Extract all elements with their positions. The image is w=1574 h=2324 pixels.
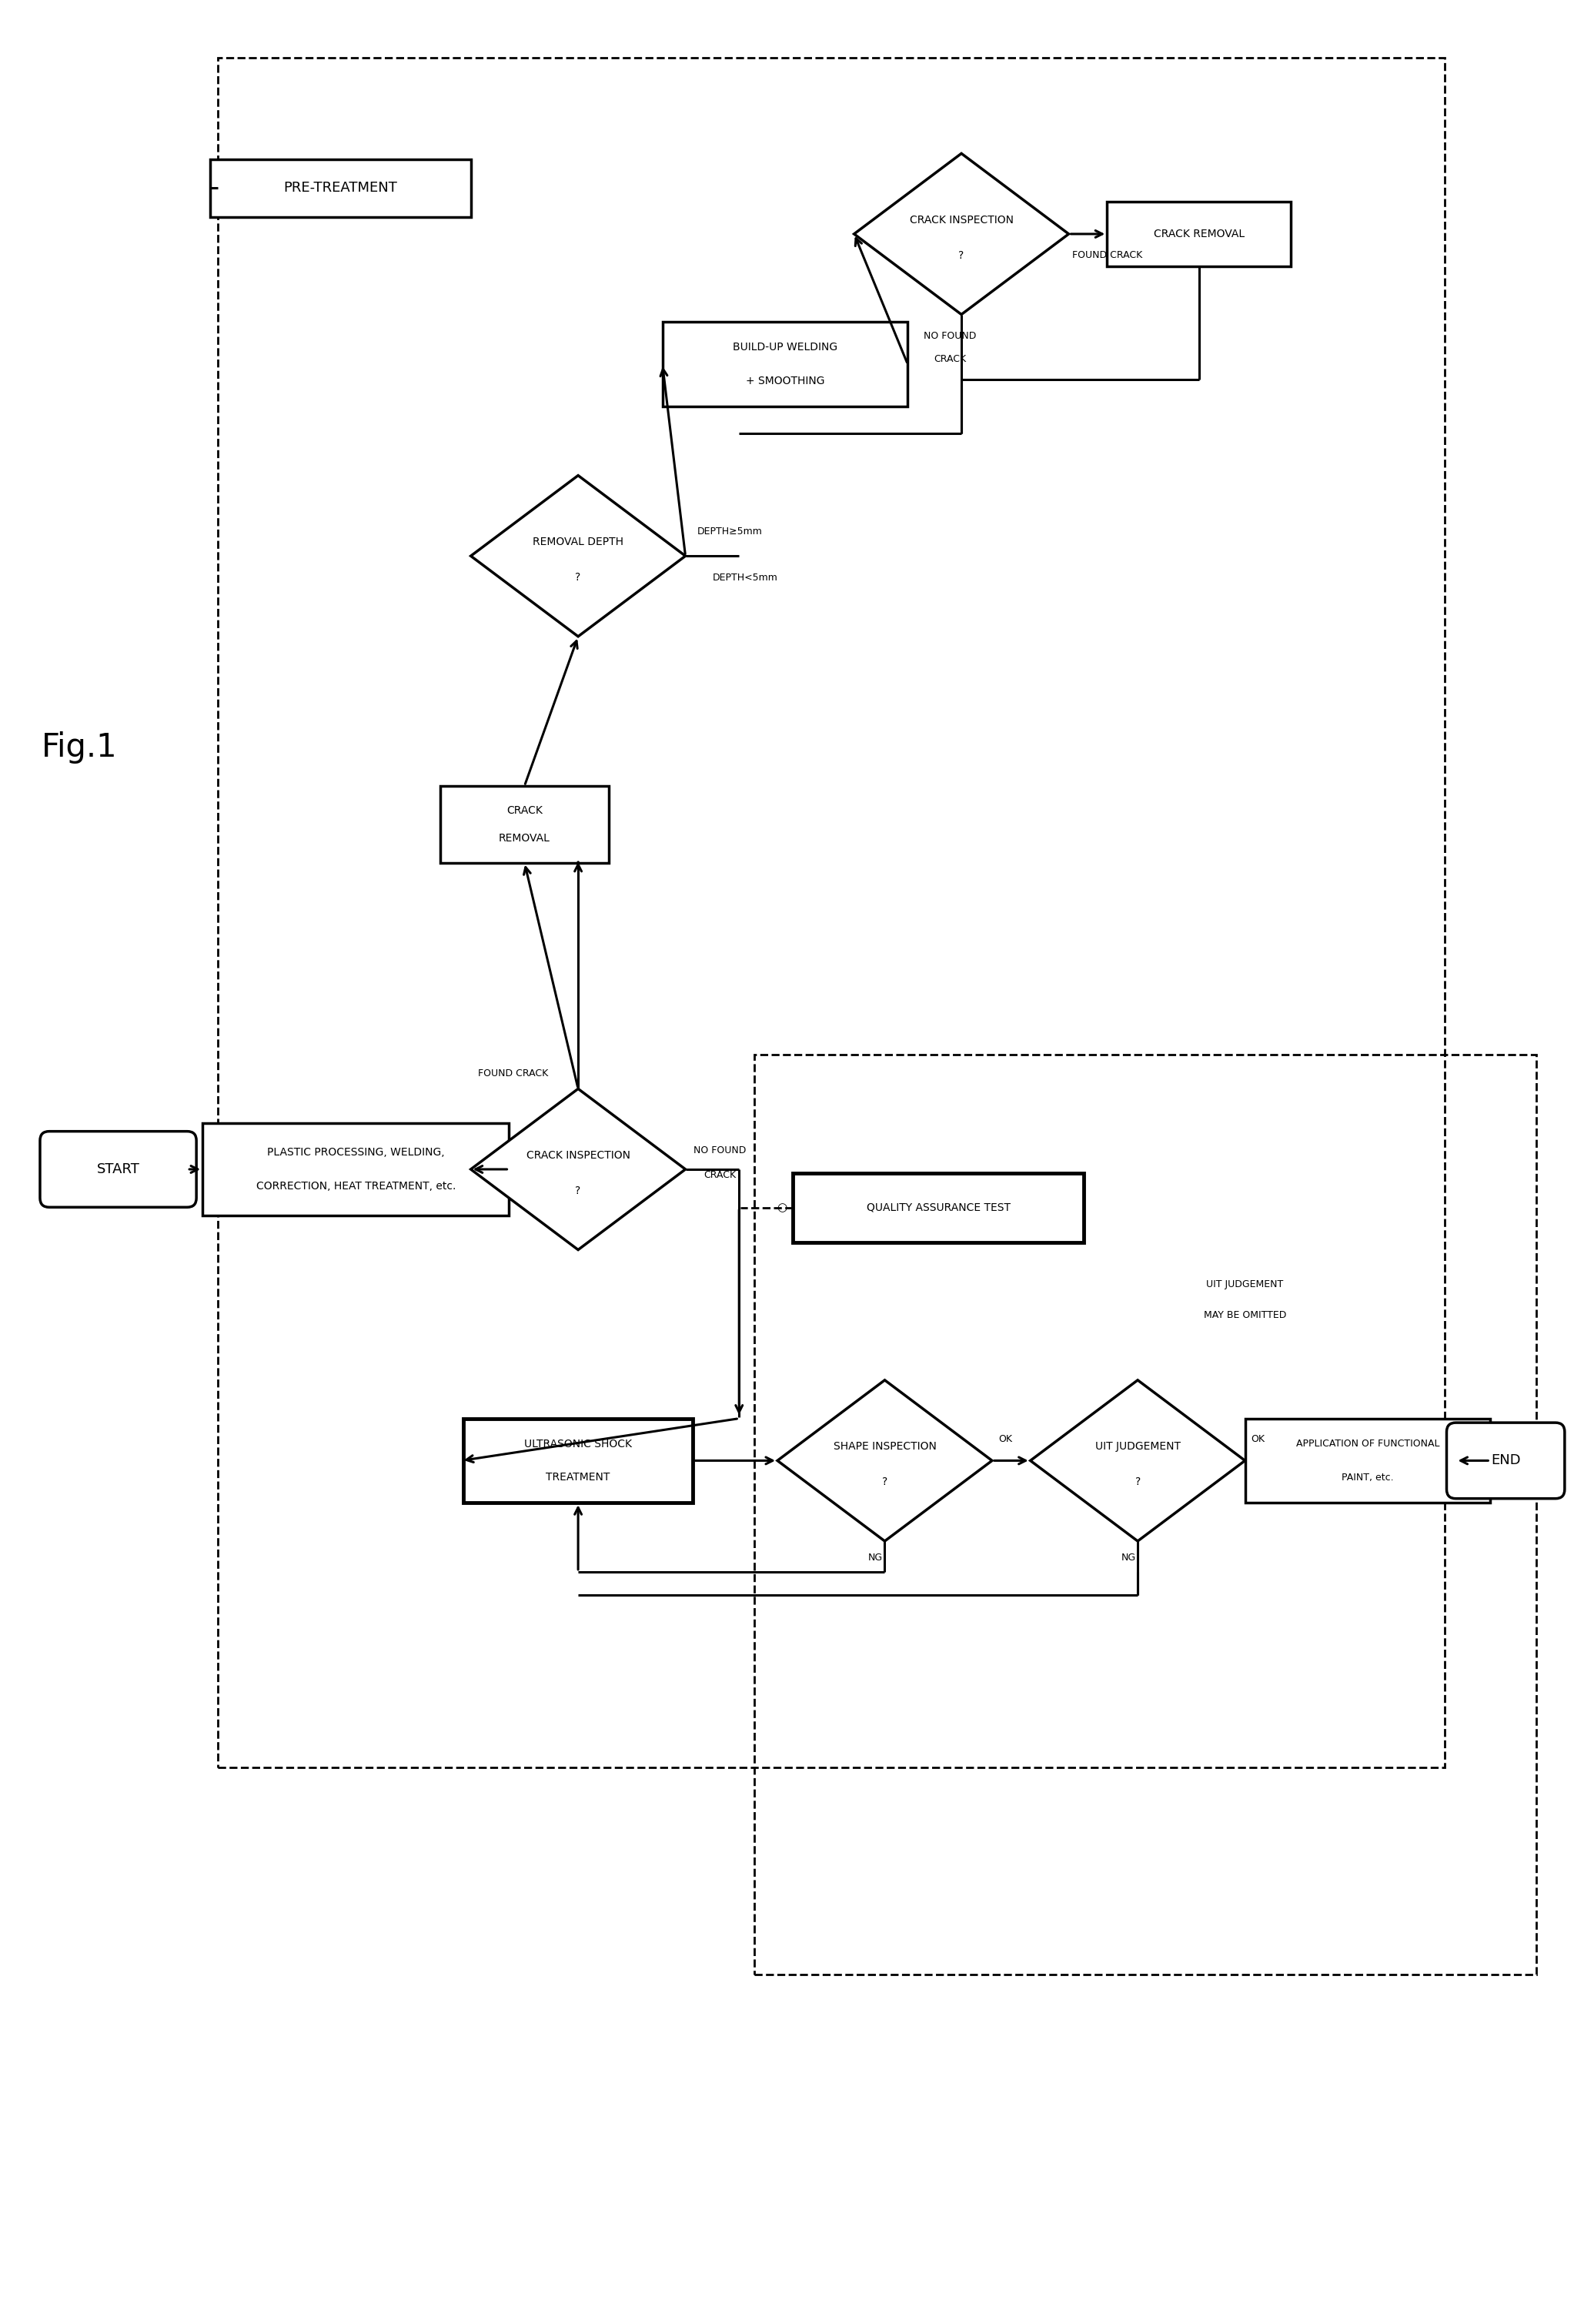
Polygon shape xyxy=(471,476,685,637)
Text: CRACK: CRACK xyxy=(933,353,966,365)
Text: APPLICATION OF FUNCTIONAL: APPLICATION OF FUNCTIONAL xyxy=(1295,1439,1440,1448)
Text: NG: NG xyxy=(1121,1552,1136,1564)
FancyBboxPatch shape xyxy=(1447,1422,1565,1499)
Text: ULTRASONIC SHOCK: ULTRASONIC SHOCK xyxy=(524,1439,633,1450)
Text: Fig.1: Fig.1 xyxy=(41,732,118,765)
Text: UIT JUDGEMENT: UIT JUDGEMENT xyxy=(1206,1278,1283,1290)
Text: DEPTH<5mm: DEPTH<5mm xyxy=(713,572,778,583)
Text: ?: ? xyxy=(576,1185,581,1197)
Text: MAY BE OMITTED: MAY BE OMITTED xyxy=(1204,1311,1286,1320)
Text: QUALITY ASSURANCE TEST: QUALITY ASSURANCE TEST xyxy=(866,1202,1011,1213)
Text: FOUND CRACK: FOUND CRACK xyxy=(478,1069,548,1078)
Text: OK: OK xyxy=(1251,1434,1265,1443)
Text: ?: ? xyxy=(1135,1476,1141,1487)
Text: TREATMENT: TREATMENT xyxy=(546,1471,611,1483)
Text: OK: OK xyxy=(998,1434,1012,1443)
Text: UIT JUDGEMENT: UIT JUDGEMENT xyxy=(1096,1441,1180,1452)
Text: CRACK: CRACK xyxy=(507,804,543,816)
Bar xyxy=(1107,202,1291,267)
Text: CRACK REMOVAL: CRACK REMOVAL xyxy=(1154,228,1245,239)
Bar xyxy=(793,1174,1084,1241)
Text: CORRECTION, HEAT TREATMENT, etc.: CORRECTION, HEAT TREATMENT, etc. xyxy=(257,1181,455,1192)
Text: DEPTH≥5mm: DEPTH≥5mm xyxy=(697,528,762,537)
Polygon shape xyxy=(471,1088,685,1250)
Text: SHAPE INSPECTION: SHAPE INSPECTION xyxy=(833,1441,937,1452)
Text: ?: ? xyxy=(576,572,581,583)
FancyBboxPatch shape xyxy=(39,1132,197,1206)
Text: CRACK INSPECTION: CRACK INSPECTION xyxy=(526,1150,630,1162)
Text: NO FOUND: NO FOUND xyxy=(924,330,976,342)
Text: BUILD-UP WELDING: BUILD-UP WELDING xyxy=(733,342,837,353)
Polygon shape xyxy=(855,153,1069,314)
Text: REMOVAL: REMOVAL xyxy=(499,832,551,844)
Text: NO FOUND: NO FOUND xyxy=(694,1146,746,1155)
Bar xyxy=(754,1055,1536,1975)
Text: REMOVAL DEPTH: REMOVAL DEPTH xyxy=(532,537,623,548)
Text: ?: ? xyxy=(881,1476,888,1487)
Text: CRACK INSPECTION: CRACK INSPECTION xyxy=(910,214,1014,225)
Polygon shape xyxy=(778,1380,992,1541)
Bar xyxy=(211,160,471,216)
Text: END: END xyxy=(1491,1455,1520,1466)
Bar xyxy=(203,1122,508,1215)
Text: PLASTIC PROCESSING, WELDING,: PLASTIC PROCESSING, WELDING, xyxy=(268,1148,444,1157)
Text: ?: ? xyxy=(959,251,965,260)
Text: PAINT, etc.: PAINT, etc. xyxy=(1341,1473,1393,1483)
Text: + SMOOTHING: + SMOOTHING xyxy=(746,376,825,386)
Text: START: START xyxy=(96,1162,140,1176)
Bar xyxy=(441,786,609,862)
Bar xyxy=(1245,1418,1491,1504)
Bar xyxy=(463,1418,693,1504)
Text: ○: ○ xyxy=(776,1202,787,1213)
Text: CRACK: CRACK xyxy=(704,1171,737,1181)
Text: NG: NG xyxy=(869,1552,883,1564)
Text: FOUND CRACK: FOUND CRACK xyxy=(1072,251,1143,260)
Bar xyxy=(217,58,1445,1766)
Text: PRE-TREATMENT: PRE-TREATMENT xyxy=(283,181,397,195)
Bar xyxy=(663,323,908,407)
Polygon shape xyxy=(1031,1380,1245,1541)
